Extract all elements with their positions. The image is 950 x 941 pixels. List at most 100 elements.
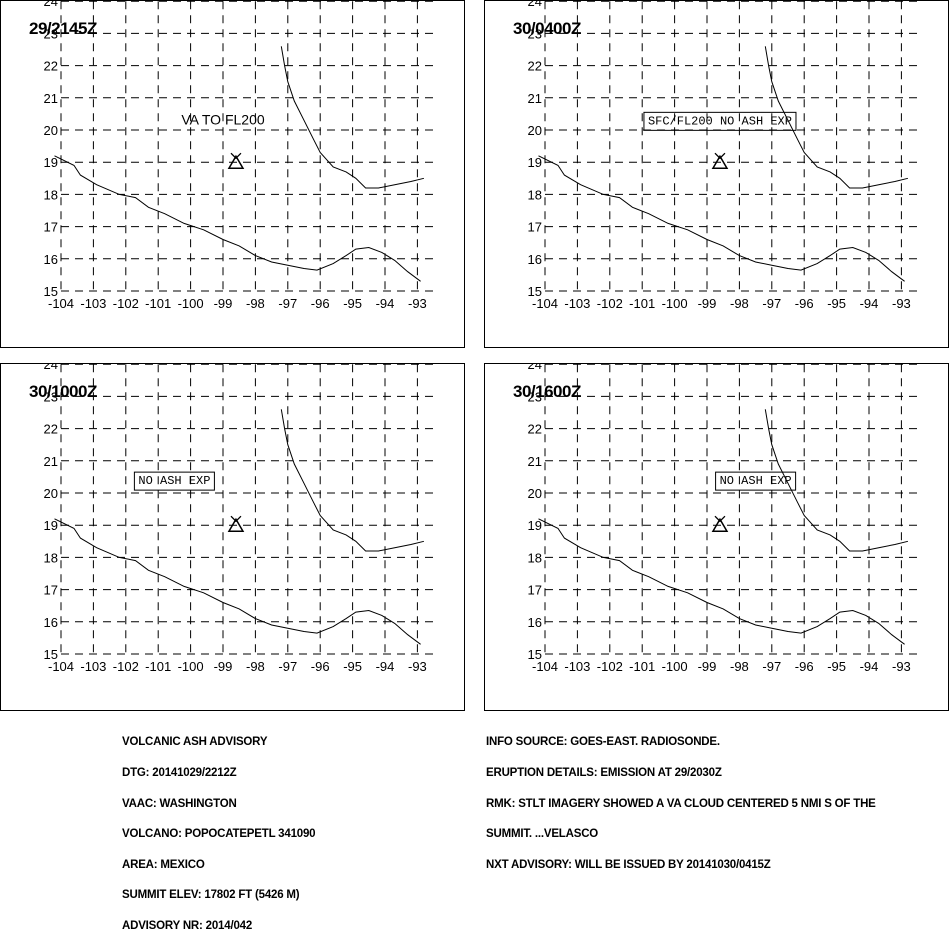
lat-tick-label: 23 [44, 26, 58, 41]
footer-line: SUMMIT ELEV: 17802 FT (5426 M) [122, 889, 300, 902]
lat-tick-label: 20 [44, 486, 58, 501]
lon-tick-label: -96 [311, 659, 330, 674]
lat-tick-label: 24 [44, 364, 58, 372]
lat-tick-label: 16 [44, 615, 58, 630]
map-panel-3: -104 -103 -102 -101 -100 -99 -98 -97 -96 -95 -94 -9… [0, 363, 465, 711]
lat-tick-label: 22 [528, 59, 542, 74]
map-canvas-2: -104 -103 -102 -101 -100 -99 -98 -97 -96 -95 -94 -9… [528, 1, 918, 311]
advisory-info-left: VOLCANIC ASH ADVISORY DTG: 20141029/2212… [122, 717, 316, 941]
volcano-icon [711, 152, 729, 169]
lon-tick-label: -101 [629, 296, 655, 311]
lat-tick-label: 22 [44, 422, 58, 437]
lat-tick-label: 22 [528, 422, 542, 437]
lat-tick-label: 17 [44, 583, 58, 598]
lon-tick-label: -100 [178, 659, 204, 674]
lon-tick-label: -94 [860, 659, 879, 674]
panel-title: 30/1000Z [29, 382, 97, 401]
map-panel-2: -104 -103 -102 -101 -100 -99 -98 -97 -96 -95 -94 -9… [484, 0, 949, 348]
lat-tick-label: 16 [528, 615, 542, 630]
lon-tick-label: -102 [597, 296, 623, 311]
footer-line: INFO SOURCE: GOES-EAST. RADIOSONDE. [486, 736, 720, 749]
lon-tick-label: -104 [48, 659, 74, 674]
lat-tick-label: 23 [528, 26, 542, 41]
coastline-gulf [280, 409, 425, 552]
footer-line: NXT ADVISORY: WILL BE ISSUED BY 20141030… [486, 858, 771, 871]
lon-tick-label: -97 [762, 296, 781, 311]
lon-tick-label: -95 [827, 296, 846, 311]
lat-tick-label: 18 [44, 550, 58, 565]
footer-line: VOLCANIC ASH ADVISORY [122, 736, 268, 749]
lon-tick-label: -99 [698, 659, 717, 674]
lon-tick-label: -96 [311, 296, 330, 311]
lon-tick-label: -104 [532, 296, 558, 311]
ash-label-box [643, 111, 797, 131]
lat-tick-label: 20 [528, 123, 542, 138]
coastline-pacific [538, 155, 905, 282]
lat-tick-label: 15 [528, 284, 542, 299]
lon-tick-label: -98 [246, 296, 265, 311]
lat-tick-label: 24 [528, 364, 542, 372]
lon-tick-label: -96 [795, 659, 814, 674]
lon-tick-label: -101 [629, 659, 655, 674]
lon-tick-label: -103 [80, 659, 106, 674]
map-canvas-1: -104 -103 -102 -101 -100 -99 -98 -97 -96 -95 -94 -9… [44, 1, 434, 311]
lat-tick-label: 18 [528, 187, 542, 202]
lon-tick-label: -100 [662, 659, 688, 674]
footer-line: RMK: STLT IMAGERY SHOWED A VA CLOUD CENT… [486, 797, 876, 810]
lon-tick-label: -93 [408, 296, 427, 311]
lat-tick-label: 16 [528, 252, 542, 267]
lat-tick-label: 19 [44, 518, 58, 533]
lon-tick-label: -95 [827, 659, 846, 674]
lon-tick-label: -97 [278, 296, 297, 311]
lon-tick-label: -95 [343, 296, 362, 311]
lat-tick-label: 17 [528, 220, 542, 235]
footer-line: SUMMIT. ...VELASCO [486, 828, 599, 841]
lon-tick-label: -99 [698, 296, 717, 311]
lat-tick-label: 24 [528, 1, 542, 9]
lon-tick-label: -102 [113, 296, 139, 311]
lon-tick-label: -94 [376, 659, 395, 674]
lat-tick-label: 20 [528, 486, 542, 501]
coastline-pacific [54, 518, 421, 645]
footer-line: AREA: MEXICO [122, 858, 205, 871]
lon-tick-label: -101 [145, 296, 171, 311]
lon-tick-label: -101 [145, 659, 171, 674]
volcano-icon [711, 515, 729, 532]
coastline-pacific [538, 518, 905, 645]
lat-tick-label: 22 [44, 59, 58, 74]
lon-tick-label: -94 [860, 296, 879, 311]
lat-tick-label: 24 [44, 1, 58, 9]
lat-tick-label: 21 [528, 91, 542, 106]
lon-tick-label: -93 [892, 659, 911, 674]
panel-title: 30/0400Z [513, 19, 581, 38]
lat-tick-label: 21 [44, 454, 58, 469]
lat-tick-label: 18 [528, 550, 542, 565]
panel-title: 30/1600Z [513, 382, 581, 401]
coastline-gulf [764, 46, 909, 189]
lon-tick-label: -102 [113, 659, 139, 674]
ash-label-box [133, 471, 215, 491]
lon-tick-label: -104 [532, 659, 558, 674]
lat-tick-label: 15 [44, 284, 58, 299]
volcano-icon [227, 152, 245, 169]
volcano-icon [227, 515, 245, 532]
panel-title: 29/2145Z [29, 19, 97, 38]
lat-tick-label: 19 [528, 155, 542, 170]
map-panel-1: -104 -103 -102 -101 -100 -99 -98 -97 -96 -95 -94 -9… [0, 0, 465, 348]
lat-tick-label: 21 [528, 454, 542, 469]
advisory-info-right: INFO SOURCE: GOES-EAST. RADIOSONDE. ERUP… [486, 717, 876, 880]
footer-line: ERUPTION DETAILS: EMISSION AT 29/2030Z [486, 767, 722, 780]
coastline-gulf [764, 409, 909, 552]
lon-tick-label: -98 [730, 659, 749, 674]
lat-tick-label: 23 [528, 389, 542, 404]
lon-tick-label: -93 [408, 659, 427, 674]
lon-tick-label: -98 [730, 296, 749, 311]
lat-tick-label: 23 [44, 389, 58, 404]
lat-tick-label: 15 [44, 647, 58, 662]
lat-tick-label: 17 [44, 220, 58, 235]
ash-label: NO ASH EXP [138, 474, 210, 488]
lat-tick-label: 19 [528, 518, 542, 533]
lat-tick-label: 20 [44, 123, 58, 138]
lon-tick-label: -96 [795, 296, 814, 311]
lon-tick-label: -104 [48, 296, 74, 311]
